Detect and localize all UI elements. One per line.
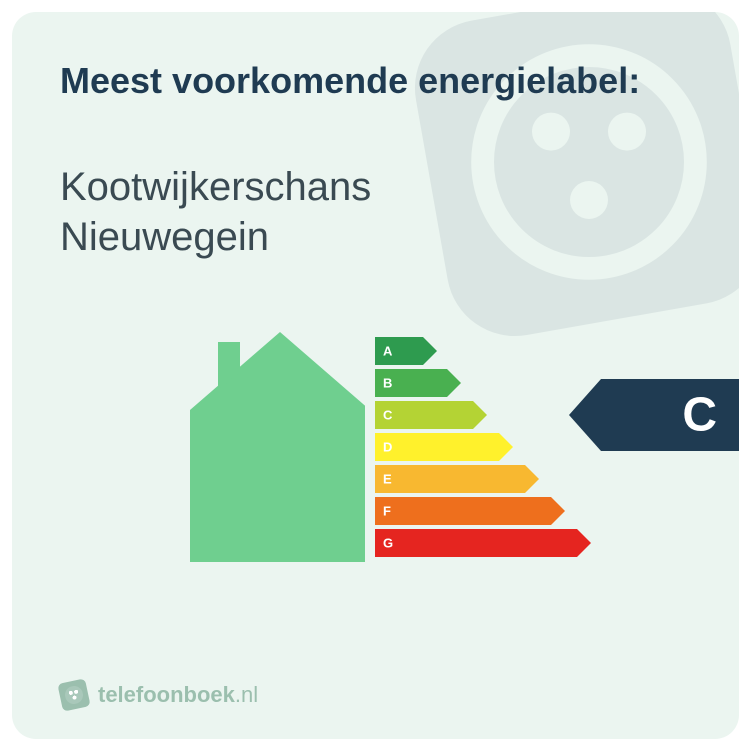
bar-label-b: B (383, 376, 392, 391)
bar-f: F (375, 497, 565, 525)
page-title: Meest voorkomende energielabel: (60, 60, 691, 102)
location-name: Kootwijkerschans Nieuwegein (60, 162, 691, 262)
bar-e: E (375, 465, 539, 493)
bar-label-a: A (383, 344, 392, 359)
bar-label-g: G (383, 536, 393, 551)
bar-row-d: D (375, 433, 591, 461)
footer: telefoonboek.nl (60, 681, 258, 709)
brand-name: telefoonboek (98, 682, 235, 707)
bar-label-d: D (383, 440, 392, 455)
bar-row-f: F (375, 497, 591, 525)
content: Meest voorkomende energielabel: Kootwijk… (60, 60, 691, 709)
bar-row-b: B (375, 369, 591, 397)
bar-d: D (375, 433, 513, 461)
bar-row-e: E (375, 465, 591, 493)
chart-bars: A B C D E (375, 337, 591, 561)
result-letter: C (682, 388, 717, 443)
result-indicator: C (569, 379, 739, 451)
location-line2: Nieuwegein (60, 215, 269, 259)
brand-tld: .nl (235, 682, 258, 707)
bar-label-f: F (383, 504, 391, 519)
bar-row-a: A (375, 337, 591, 365)
location-line1: Kootwijkerschans (60, 165, 371, 209)
brand-icon (57, 678, 90, 711)
bar-b: B (375, 369, 461, 397)
bar-c: C (375, 401, 487, 429)
brand-text: telefoonboek.nl (98, 682, 258, 708)
bar-a: A (375, 337, 437, 365)
card: Meest voorkomende energielabel: Kootwijk… (12, 12, 739, 739)
bar-label-e: E (383, 472, 392, 487)
bar-label-c: C (383, 408, 392, 423)
bar-g: G (375, 529, 591, 557)
house-icon (190, 332, 370, 562)
bar-row-g: G (375, 529, 591, 557)
energy-chart: A B C D E (190, 332, 691, 592)
bar-row-c: C (375, 401, 591, 429)
